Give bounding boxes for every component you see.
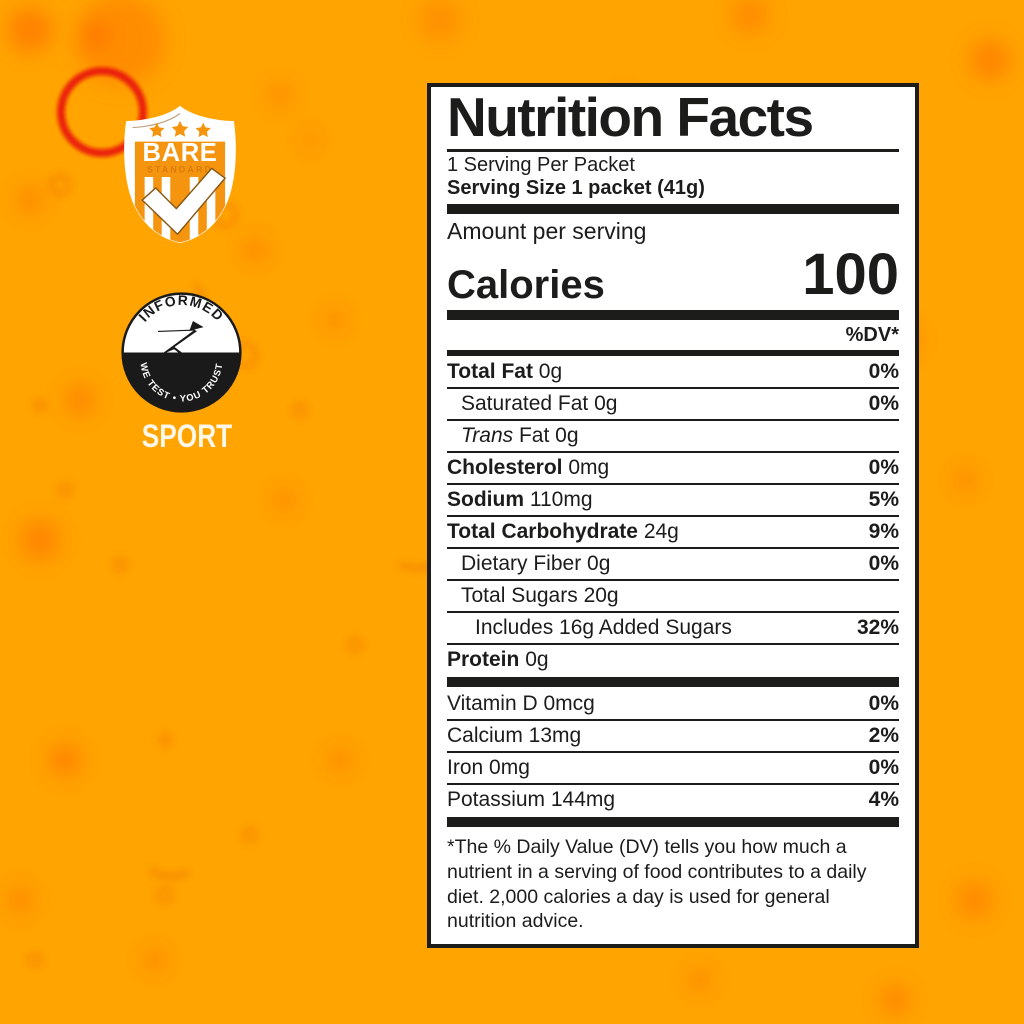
svg-text:STANDARD: STANDARD	[147, 165, 213, 175]
svg-text:BARE: BARE	[143, 139, 218, 167]
